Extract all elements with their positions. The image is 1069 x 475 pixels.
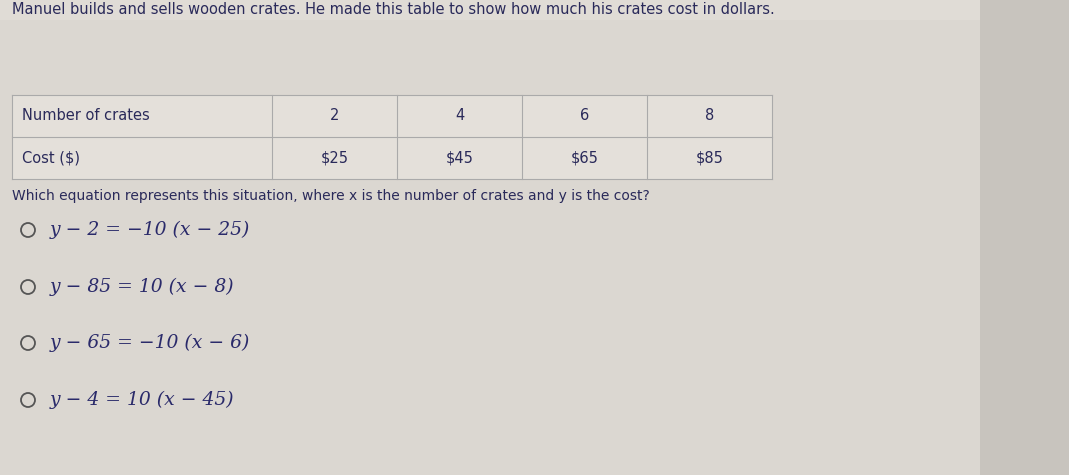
Text: 8: 8	[704, 108, 714, 124]
Text: Cost ($): Cost ($)	[22, 151, 80, 165]
Text: $45: $45	[446, 151, 474, 165]
Text: Which equation represents this situation, where x is the number of crates and y : Which equation represents this situation…	[12, 189, 650, 203]
Text: y − 85 = 10 (x − 8): y − 85 = 10 (x − 8)	[50, 278, 234, 296]
Text: 4: 4	[455, 108, 464, 124]
Bar	[980, 0, 1069, 475]
Text: $25: $25	[321, 151, 348, 165]
Text: Manuel builds and sells wooden crates. He made this table to show how much his c: Manuel builds and sells wooden crates. H…	[12, 2, 775, 18]
Text: 2: 2	[330, 108, 339, 124]
Text: y − 65 = −10 (x − 6): y − 65 = −10 (x − 6)	[50, 334, 250, 352]
Text: $65: $65	[571, 151, 599, 165]
Text: y − 2 = −10 (x − 25): y − 2 = −10 (x − 25)	[50, 221, 250, 239]
Text: $85: $85	[696, 151, 724, 165]
Text: 6: 6	[579, 108, 589, 124]
Text: Number of crates: Number of crates	[22, 108, 150, 124]
Text: y − 4 = 10 (x − 45): y − 4 = 10 (x − 45)	[50, 391, 234, 409]
Bar	[0, 0, 980, 20]
Bar	[12, 95, 772, 179]
